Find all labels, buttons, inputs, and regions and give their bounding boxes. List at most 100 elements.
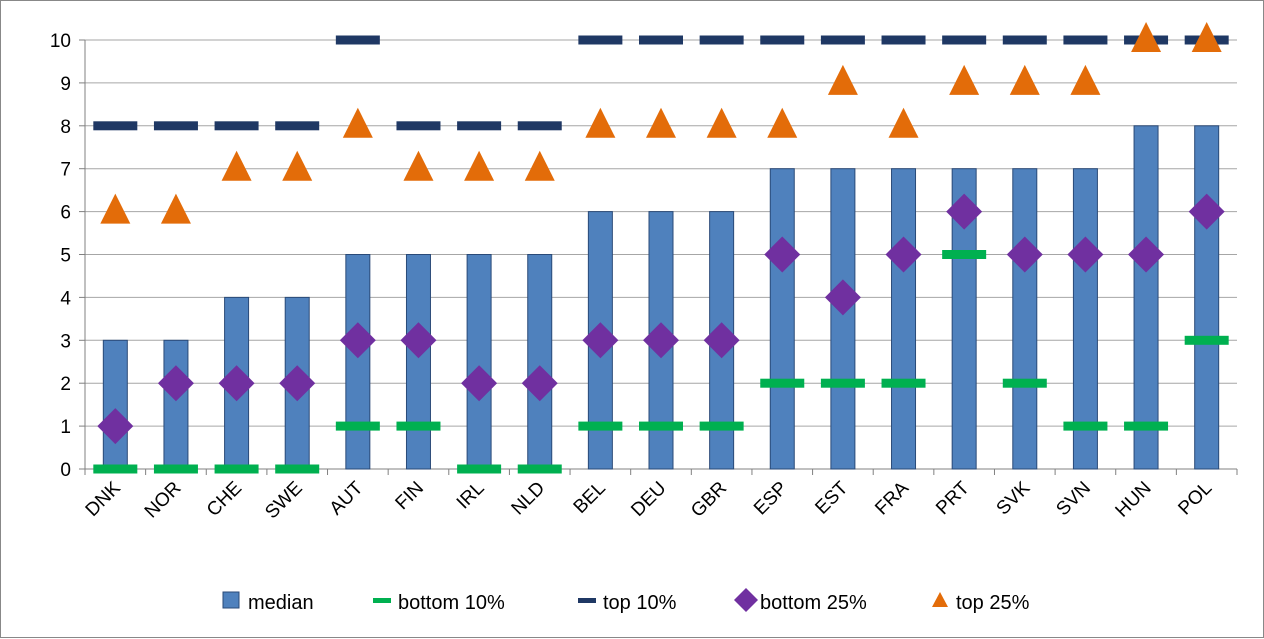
bottom-10-marker-est xyxy=(820,378,865,388)
bottom-10-marker-che xyxy=(214,464,259,474)
bottom-25-marker-svk xyxy=(1006,236,1043,273)
median-bar-est xyxy=(830,168,856,470)
y-tick-label: 0 xyxy=(60,460,71,481)
bottom-10-marker-fra xyxy=(881,378,926,388)
x-tick-label-svn: SVN xyxy=(1052,478,1094,520)
bottom-25-marker-nld xyxy=(521,365,558,402)
median-bar-esp xyxy=(769,168,795,470)
x-tick-label-che: CHE xyxy=(203,478,246,521)
legend-label-median: median xyxy=(248,592,314,614)
top-25-marker-nor xyxy=(160,193,191,224)
bottom-25-marker-che xyxy=(218,365,255,402)
legend: median bottom 10% top 10% bottom 25% top 25% xyxy=(222,588,1030,614)
bottom-25-marker-dnk xyxy=(97,408,134,445)
bottom-10-marker-bel xyxy=(578,421,623,431)
bottom-10-marker-svn xyxy=(1063,421,1108,431)
legend-label-bottom-25-: bottom 25% xyxy=(760,592,867,614)
bottom-10-marker-fin xyxy=(396,421,441,431)
bottom-25-marker-irl xyxy=(461,365,498,402)
bottom-10-marker-deu xyxy=(639,421,683,431)
bottom-25-marker-aut xyxy=(339,322,376,359)
bottom-25-marker-est xyxy=(824,279,861,316)
legend-swatch-median xyxy=(222,591,240,609)
top-25-marker-hun xyxy=(1131,22,1162,52)
top-25-marker-svn xyxy=(1070,64,1101,95)
top-25-marker-deu xyxy=(646,107,676,138)
median-bar-svn xyxy=(1072,168,1098,470)
bottom-25-marker-esp xyxy=(764,236,801,273)
median-bar-nld xyxy=(527,254,553,470)
bottom-10-marker-irl xyxy=(457,464,502,474)
x-tick-label-nor: NOR xyxy=(141,478,186,523)
bottom-25-marker-pol xyxy=(1188,193,1225,230)
top-25-marker-pol xyxy=(1191,22,1222,52)
legend-label-top-25-: top 25% xyxy=(956,592,1030,614)
top-25-marker-gbr xyxy=(706,107,737,138)
top-10-marker-irl xyxy=(457,121,502,131)
top-10-marker-svk xyxy=(1002,35,1047,45)
top-10-marker-swe xyxy=(275,121,320,131)
top-10-marker-fra xyxy=(881,35,926,45)
bottom-25-marker-bel xyxy=(582,322,619,359)
legend-swatch-bottom-10- xyxy=(373,598,391,603)
top-10-marker-dnk xyxy=(93,121,138,131)
legend-swatch-top-25- xyxy=(932,592,948,607)
y-tick-label: 10 xyxy=(50,31,71,52)
x-tick-label-svk: SVK xyxy=(993,477,1035,519)
y-tick-label: 9 xyxy=(60,74,71,95)
bottom-25-marker-svn xyxy=(1067,236,1104,273)
y-tick-label: 6 xyxy=(60,203,71,224)
top-10-marker-prt xyxy=(942,35,987,45)
top-25-marker-aut xyxy=(342,107,373,138)
x-tick-label-bel: BEL xyxy=(570,478,610,518)
x-tick-label-fin: FIN xyxy=(392,478,428,514)
bottom-25-marker-swe xyxy=(279,365,316,402)
bottom-10-marker-aut xyxy=(335,421,380,431)
top-25-marker-bel xyxy=(585,107,616,138)
x-tick-label-prt: PRT xyxy=(932,477,974,519)
bottom-25-marker-fra xyxy=(885,236,922,273)
top-25-marker-esp xyxy=(767,107,798,138)
x-tick-label-dnk: DNK xyxy=(82,477,125,520)
top-25-marker-fin xyxy=(403,150,434,181)
top-10-marker-gbr xyxy=(699,35,744,45)
bottom-10-marker-nor xyxy=(153,464,198,474)
top-25-marker-nld xyxy=(524,150,555,181)
top-25-marker-svk xyxy=(1009,64,1040,95)
y-tick-label: 2 xyxy=(60,374,71,395)
top-25-marker-irl xyxy=(464,150,495,181)
top-10-marker-aut xyxy=(335,35,380,45)
x-tick-label-fra: FRA xyxy=(871,477,913,519)
bottom-10-marker-pol xyxy=(1184,335,1229,345)
bottom-10-marker-gbr xyxy=(699,421,744,431)
median-bar-fin xyxy=(405,254,431,470)
median-bar-dnk xyxy=(102,339,128,470)
bottom-10-marker-nld xyxy=(517,464,562,474)
median-bar-pol xyxy=(1194,125,1220,470)
top-25-marker-prt xyxy=(949,64,980,95)
x-tick-label-swe: SWE xyxy=(261,478,306,523)
x-tick-label-est: EST xyxy=(811,477,852,518)
x-tick-label-aut: AUT xyxy=(326,477,368,519)
top-25-marker-fra xyxy=(888,107,919,138)
top-10-marker-bel xyxy=(578,35,623,45)
y-tick-label: 7 xyxy=(60,160,71,181)
bottom-10-marker-svk xyxy=(1002,378,1047,388)
y-tick-label: 5 xyxy=(60,246,71,267)
legend-swatch-bottom-25- xyxy=(734,588,758,612)
x-tick-labels: DNK NOR CHE SWE AUT FIN IRL NLD BEL DEU GBR ESP EST F… xyxy=(82,477,1217,523)
median-bar-nor xyxy=(163,339,189,470)
top-10-marker-esp xyxy=(760,35,805,45)
y-tick-label: 3 xyxy=(60,331,71,352)
top-25-marker-swe xyxy=(282,150,313,181)
top-10-marker-nor xyxy=(153,121,198,131)
x-tick-label-pol: POL xyxy=(1174,478,1216,520)
bottom-10-marker-hun xyxy=(1124,421,1169,431)
top-25-marker-che xyxy=(221,150,252,181)
bottom-10-marker-prt xyxy=(942,250,987,259)
x-tick-label-irl: IRL xyxy=(453,478,489,514)
bottom-25-marker-fin xyxy=(400,322,437,359)
median-bar-hun xyxy=(1133,125,1159,470)
y-tick-label: 4 xyxy=(60,288,71,309)
